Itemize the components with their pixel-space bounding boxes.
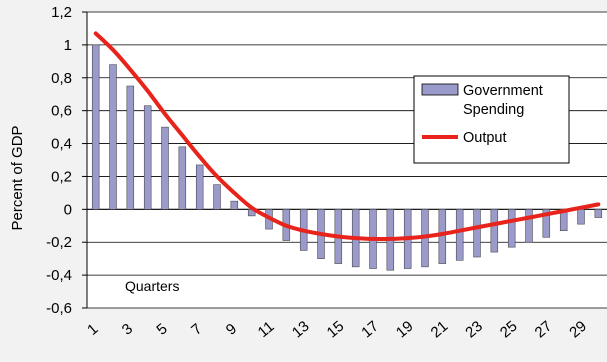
x-tick-label: 7: [188, 320, 205, 338]
bar: [230, 200, 239, 210]
y-tick-label: -0,4: [46, 267, 72, 284]
bar: [438, 209, 447, 264]
bar: [213, 184, 221, 210]
bar: [473, 209, 481, 258]
legend-label-output: Output: [463, 130, 507, 146]
x-tick-label: 27: [532, 318, 556, 342]
bar: [507, 209, 516, 248]
bar: [542, 209, 551, 238]
bar: [594, 209, 603, 218]
y-tick-label: 0,2: [51, 168, 72, 185]
y-tick-label: 0,6: [51, 103, 72, 120]
x-tick-label: 23: [462, 318, 486, 342]
bar: [195, 164, 204, 210]
line-layer: [93, 31, 601, 242]
x-tick-label: 25: [497, 318, 521, 342]
bar: [126, 85, 135, 210]
x-tick-label: 17: [358, 318, 382, 342]
output-line: [93, 31, 601, 242]
bar: [455, 209, 464, 261]
y-tick-label: 1,2: [51, 4, 72, 21]
bar: [490, 209, 499, 253]
bar: [109, 64, 117, 210]
x-tick-label: 1: [84, 320, 101, 338]
legend-label-government-spending-line1: Government: [463, 83, 543, 99]
y-axis-title: Percent of GDP: [9, 125, 26, 230]
bar: [143, 105, 152, 210]
bar: [161, 126, 169, 210]
y-tick-label: 1: [64, 37, 72, 54]
x-tick-label: 29: [566, 318, 590, 342]
legend-label-government-spending-line2: Spending: [463, 102, 524, 118]
bar: [91, 44, 100, 210]
y-tick-label: -0,2: [46, 234, 72, 251]
legend-swatch-government-spending: [421, 83, 459, 96]
y-tick-label: 0,8: [51, 70, 72, 87]
y-tick-label: -0,6: [46, 300, 72, 317]
x-tick-label: 3: [119, 320, 136, 338]
y-tick-label: 0: [64, 201, 72, 218]
x-tick-label: 13: [289, 318, 313, 342]
x-tick-label: 15: [324, 318, 348, 342]
x-tick-label: 5: [153, 320, 170, 338]
bar: [577, 209, 585, 225]
legend: Government Spending Output: [413, 75, 570, 164]
x-tick-label: 19: [393, 318, 417, 342]
bar: [178, 146, 187, 210]
y-tick-label: 0,4: [51, 136, 72, 153]
x-tick-label: 9: [223, 320, 240, 338]
x-tick-label: 21: [428, 318, 452, 342]
bar: [525, 209, 533, 243]
x-axis-title: Quarters: [125, 278, 179, 294]
x-tick-label: 11: [255, 318, 278, 341]
